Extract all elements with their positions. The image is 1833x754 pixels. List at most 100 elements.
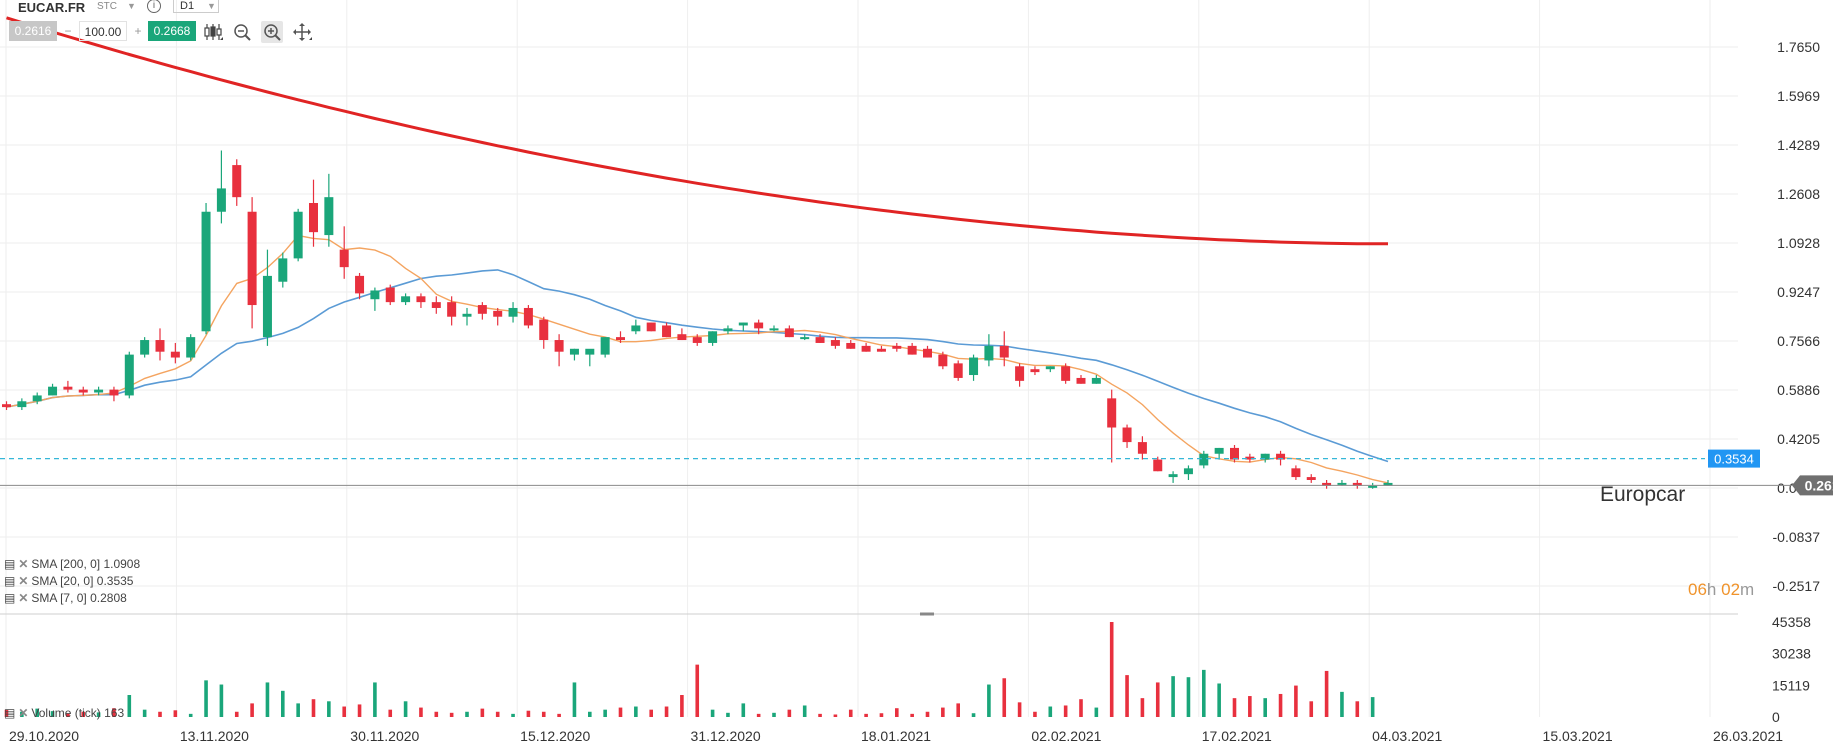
- candle-body: [1337, 482, 1347, 485]
- volume-bar: [802, 705, 807, 717]
- candle: [569, 348, 579, 361]
- date-tick-label: 26.03.2021: [1713, 728, 1783, 744]
- candlestick-icon[interactable]: [202, 21, 224, 43]
- date-tick-label: 15.12.2020: [520, 728, 590, 744]
- settings-icon[interactable]: ▤: [4, 706, 16, 720]
- candle-body: [201, 211, 211, 332]
- candle-body: [477, 305, 487, 314]
- candle-body: [784, 328, 794, 338]
- settings-icon[interactable]: ▤: [4, 557, 16, 571]
- candle-body: [1137, 442, 1147, 454]
- candle-body: [1030, 369, 1040, 373]
- candle-body: [569, 348, 579, 355]
- level-price-label: 0.3534: [1708, 449, 1760, 468]
- candle: [477, 302, 487, 320]
- candle: [738, 322, 748, 332]
- candle: [355, 272, 365, 300]
- indicator-sma7[interactable]: ▤ ✕ SMA [7, 0] 0.2808: [4, 591, 127, 605]
- candle: [370, 287, 380, 311]
- candle-body: [186, 337, 196, 358]
- candle-body: [554, 340, 564, 352]
- settings-icon[interactable]: ▤: [4, 591, 16, 605]
- volume-bar: [634, 706, 638, 717]
- candle-body: [385, 287, 395, 303]
- remove-icon[interactable]: ✕: [18, 706, 29, 720]
- timeframe-caret-icon[interactable]: ▼: [207, 1, 216, 11]
- candle-body: [1045, 366, 1055, 370]
- indicator-sma20[interactable]: ▤ ✕ SMA [20, 0] 0.3535: [4, 574, 133, 588]
- candle-body: [124, 354, 134, 396]
- candle-body: [293, 211, 303, 259]
- candle: [109, 386, 119, 402]
- indicator-sma200[interactable]: ▤ ✕ SMA [200, 0] 1.0908: [4, 557, 140, 571]
- remove-icon[interactable]: ✕: [18, 574, 29, 588]
- volume-bar: [20, 711, 24, 717]
- candle-body: [1199, 453, 1209, 466]
- last-price-label: 0.2616: [1792, 475, 1833, 496]
- date-tick-label: 15.03.2021: [1543, 728, 1613, 744]
- bid-price[interactable]: 0.2616: [9, 21, 57, 41]
- candle-body: [109, 389, 119, 396]
- candle: [1230, 445, 1239, 463]
- candle: [124, 351, 134, 399]
- candle: [754, 319, 764, 335]
- settings-icon[interactable]: ▤: [4, 574, 16, 588]
- indicator-label: SMA [200, 0] 1.0908: [31, 557, 141, 571]
- quantity-input[interactable]: 100.00: [79, 21, 127, 41]
- candle-body: [876, 348, 886, 352]
- symbol-label[interactable]: EUCAR.FR: [18, 0, 86, 15]
- sma200-line: [6, 16, 1388, 246]
- price-tick-label: -0.0837: [1773, 529, 1821, 545]
- candle: [493, 307, 503, 326]
- candle: [677, 328, 687, 341]
- price-tick-label: 0.7566: [1777, 333, 1820, 349]
- price-tick-label: 0.4205: [1777, 431, 1820, 447]
- candle-body: [355, 275, 365, 294]
- volume-bar: [941, 707, 945, 717]
- qty-increase-button[interactable]: +: [134, 24, 142, 38]
- ask-price[interactable]: 0.2668: [148, 21, 196, 41]
- candle-body: [63, 386, 73, 390]
- remove-icon[interactable]: ✕: [18, 591, 29, 605]
- candle-body: [339, 249, 349, 268]
- volume-bar: [311, 699, 316, 717]
- volume-bar: [1048, 706, 1053, 717]
- volume-bar: [772, 712, 776, 717]
- volume-bar: [603, 709, 607, 717]
- candle-body: [1153, 459, 1163, 472]
- zoom-out-icon[interactable]: [231, 21, 253, 43]
- volume-bar: [480, 708, 485, 717]
- price-tick-label: -0.2517: [1773, 578, 1821, 594]
- volume-bar: [572, 682, 577, 717]
- candle: [723, 325, 733, 335]
- info-icon[interactable]: i: [147, 0, 161, 13]
- candle-body: [892, 345, 902, 349]
- candle: [32, 392, 42, 405]
- volume-bar: [296, 703, 300, 717]
- candle: [385, 284, 395, 306]
- qty-decrease-button[interactable]: −: [64, 24, 72, 38]
- candle: [631, 319, 641, 335]
- candle: [953, 360, 963, 381]
- symbol-caret-icon[interactable]: ▼: [127, 1, 136, 11]
- candle-body: [370, 290, 380, 300]
- candle: [784, 325, 794, 338]
- price-tick-label: 1.4289: [1777, 137, 1820, 153]
- candle-body: [170, 351, 180, 358]
- candle-body: [1061, 366, 1071, 381]
- zoom-in-icon[interactable]: [261, 21, 283, 43]
- candle: [523, 305, 533, 329]
- candle: [1306, 474, 1316, 483]
- remove-icon[interactable]: ✕: [18, 557, 29, 571]
- indicator-volume[interactable]: ▤ ✕ Volume (tick) 163: [4, 706, 124, 720]
- candle-body: [1260, 453, 1270, 460]
- pan-icon[interactable]: [291, 21, 313, 43]
- sma20-line: [6, 269, 1389, 463]
- volume-bar: [112, 708, 116, 717]
- candle: [48, 383, 58, 396]
- timeframe-select[interactable]: D1: [173, 0, 219, 13]
- candle: [1183, 465, 1193, 480]
- candle-body: [431, 302, 441, 308]
- volume-bar: [787, 709, 792, 717]
